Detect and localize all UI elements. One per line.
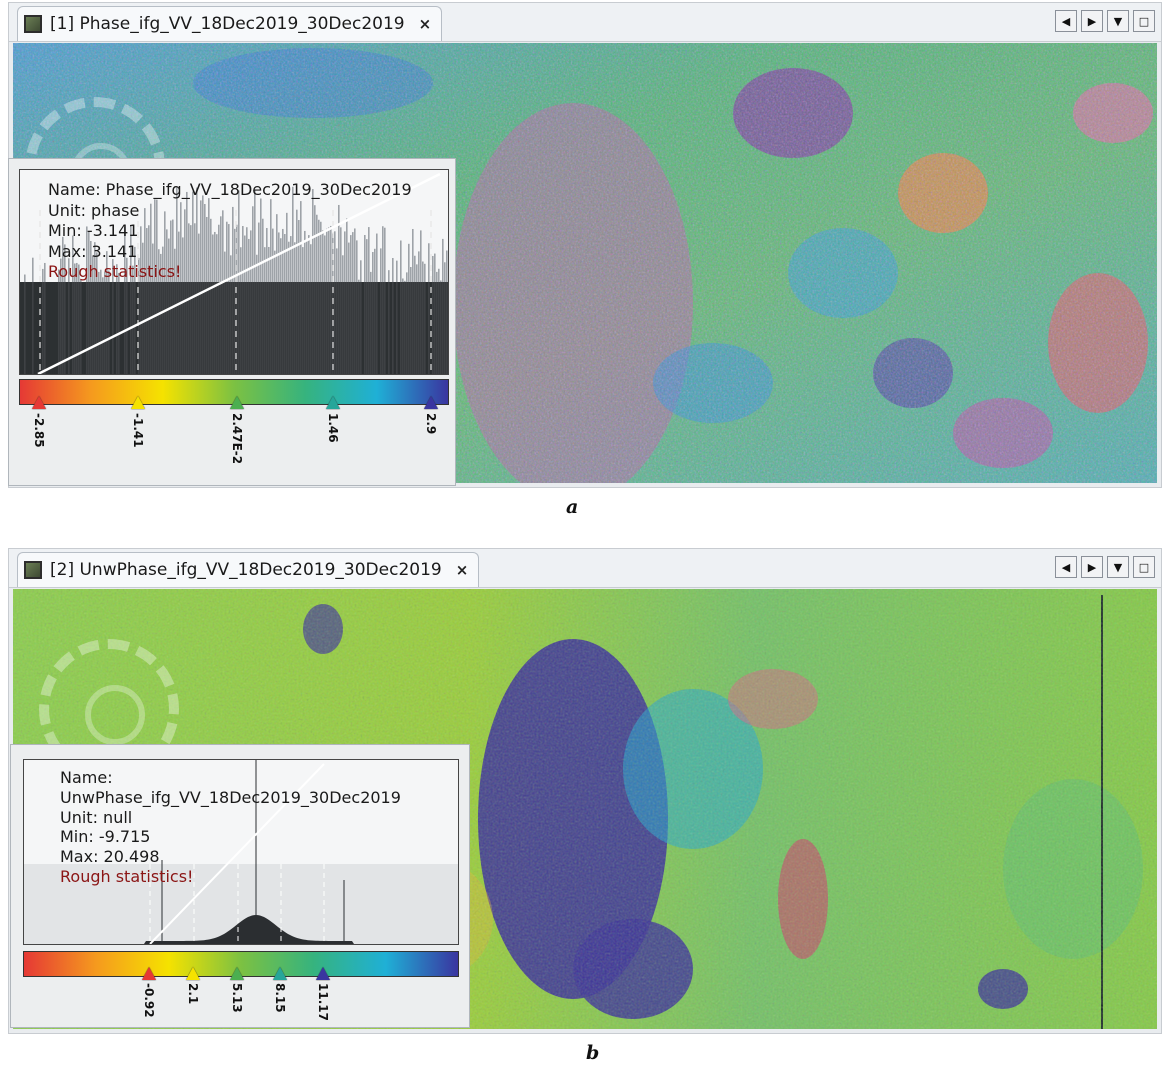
color-marker-label: -0.92 bbox=[142, 983, 156, 1018]
color-marker-label: 5.13 bbox=[230, 983, 244, 1013]
color-marker-label: 1.46 bbox=[326, 413, 340, 443]
color-marker-0[interactable] bbox=[32, 396, 46, 409]
stat-min: Min: -9.715 bbox=[60, 827, 151, 847]
stat-max: Max: 3.141 bbox=[48, 241, 138, 261]
color-marker-2[interactable] bbox=[230, 967, 244, 980]
stat-rough-warning: Rough statistics! bbox=[60, 866, 194, 886]
statistics-block: Name: UnwPhase_ifg_VV_18Dec2019_30Dec201… bbox=[60, 768, 458, 887]
tab-bar: [2] UnwPhase_ifg_VV_18Dec2019_30Dec2019 … bbox=[9, 549, 1161, 588]
color-marker-label: -2.85 bbox=[32, 413, 46, 448]
histogram-plot[interactable]: Name: UnwPhase_ifg_VV_18Dec2019_30Dec201… bbox=[23, 759, 459, 945]
stat-name: Name: Phase_ifg_VV_18Dec2019_30Dec2019 bbox=[48, 180, 412, 199]
color-marker-label: -1.41 bbox=[131, 413, 145, 448]
histogram-plot[interactable]: Name: Phase_ifg_VV_18Dec2019_30Dec2019 U… bbox=[19, 169, 449, 375]
color-marker-4[interactable] bbox=[316, 967, 330, 980]
tab-phase-image[interactable]: [1] Phase_ifg_VV_18Dec2019_30Dec2019 × bbox=[17, 6, 443, 41]
tab-unwrapped-phase-image[interactable]: [2] UnwPhase_ifg_VV_18Dec2019_30Dec2019 … bbox=[17, 552, 480, 587]
color-marker-1[interactable] bbox=[186, 967, 200, 980]
statistics-block: Name: Phase_ifg_VV_18Dec2019_30Dec2019 U… bbox=[48, 180, 412, 283]
window-controls: ◀ ▶ ▼ □ bbox=[1055, 10, 1155, 32]
stat-max: Max: 20.498 bbox=[60, 847, 160, 867]
color-marker-0[interactable] bbox=[142, 967, 156, 980]
window-controls: ◀ ▶ ▼ □ bbox=[1055, 556, 1155, 578]
stat-unit: Unit: phase bbox=[48, 200, 140, 220]
color-marker-3[interactable] bbox=[273, 967, 287, 980]
tab-title: [2] UnwPhase_ifg_VV_18Dec2019_30Dec2019 bbox=[50, 560, 442, 580]
dropdown-icon[interactable]: ▼ bbox=[1107, 556, 1129, 578]
stat-unit: Unit: null bbox=[60, 807, 133, 827]
scroll-left-icon[interactable]: ◀ bbox=[1055, 556, 1077, 578]
color-marker-label: 2.9 bbox=[424, 413, 438, 435]
close-icon[interactable]: × bbox=[418, 15, 432, 33]
figure-caption-b: b bbox=[586, 1042, 600, 1064]
color-marker-4[interactable] bbox=[424, 396, 438, 409]
scroll-right-icon[interactable]: ▶ bbox=[1081, 556, 1103, 578]
color-marker-label: 2.1 bbox=[186, 983, 200, 1005]
image-icon bbox=[24, 561, 42, 579]
color-marker-label: 2.47E-2 bbox=[230, 413, 244, 465]
color-marker-label: 8.15 bbox=[273, 983, 287, 1013]
stat-rough-warning: Rough statistics! bbox=[48, 262, 182, 282]
color-marker-1[interactable] bbox=[131, 396, 145, 409]
maximize-icon[interactable]: □ bbox=[1133, 556, 1155, 578]
maximize-icon[interactable]: □ bbox=[1133, 10, 1155, 32]
dropdown-icon[interactable]: ▼ bbox=[1107, 10, 1129, 32]
scroll-right-icon[interactable]: ▶ bbox=[1081, 10, 1103, 32]
scroll-left-icon[interactable]: ◀ bbox=[1055, 10, 1077, 32]
color-manipulation-overlay-2: Name: UnwPhase_ifg_VV_18Dec2019_30Dec201… bbox=[10, 744, 470, 1028]
image-icon bbox=[24, 15, 42, 33]
color-manipulation-overlay-1: Name: Phase_ifg_VV_18Dec2019_30Dec2019 U… bbox=[8, 158, 456, 486]
stat-min: Min: -3.141 bbox=[48, 221, 139, 241]
figure-caption-a: a bbox=[566, 496, 579, 518]
close-icon[interactable]: × bbox=[455, 561, 469, 579]
color-marker-3[interactable] bbox=[326, 396, 340, 409]
color-marker-label: 11.17 bbox=[316, 983, 330, 1021]
color-marker-2[interactable] bbox=[230, 396, 244, 409]
tab-bar: [1] Phase_ifg_VV_18Dec2019_30Dec2019 × ◀… bbox=[9, 3, 1161, 42]
tab-title: [1] Phase_ifg_VV_18Dec2019_30Dec2019 bbox=[50, 14, 405, 34]
stat-name: Name: UnwPhase_ifg_VV_18Dec2019_30Dec201… bbox=[60, 768, 401, 807]
